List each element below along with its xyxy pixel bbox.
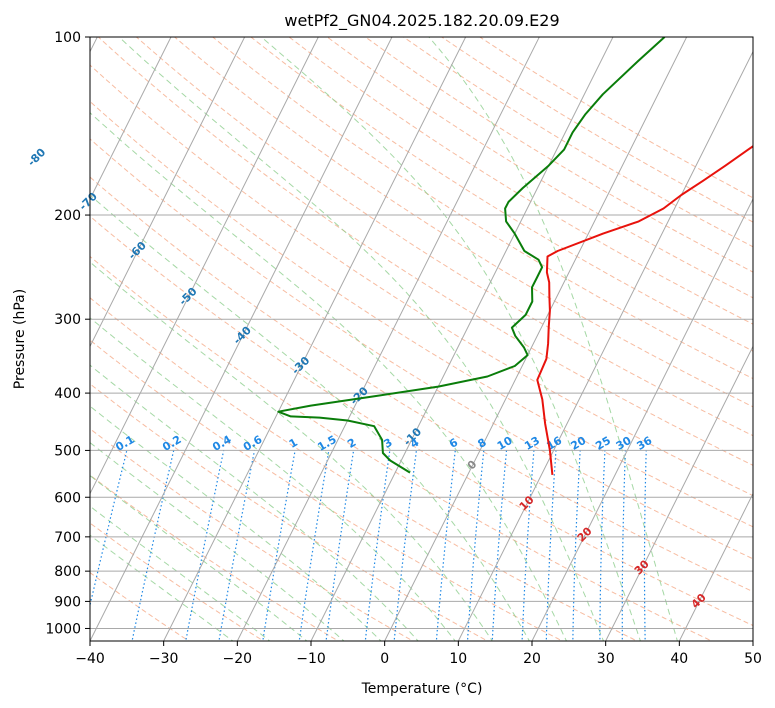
dry-adiabat [90, 474, 340, 641]
mixing-ratio-line [545, 450, 557, 641]
dry-adiabat [211, 37, 753, 380]
dry-adiabat [90, 64, 753, 497]
y-axis-title: Pressure (hPa) [12, 289, 28, 389]
isotherm-line [531, 197, 753, 641]
moist-adiabat [90, 441, 345, 641]
y-axis: 100 200 300 400 500 600 700 800 900 1000 [45, 30, 90, 638]
y-tick-label: 200 [54, 208, 81, 224]
y-tick-label: 400 [54, 386, 81, 402]
isotherm-line [605, 345, 753, 641]
background-lines [90, 37, 753, 641]
isotherm-label: -80 [25, 145, 48, 168]
mixing-ratio-line [185, 450, 225, 641]
dry-adiabat [478, 37, 753, 199]
x-tick-label: 10 [449, 651, 467, 667]
dry-adiabat [90, 100, 753, 528]
mixing-ratio-line [643, 450, 647, 641]
moist-adiabat [90, 317, 456, 641]
x-axis: −40 −30 −20 −10 0 10 20 30 40 50 [75, 641, 762, 667]
isotherm-line [90, 37, 319, 495]
dry-adiabat [97, 37, 753, 466]
mixing-ratio-line [491, 450, 508, 641]
y-tick-label: 1000 [45, 622, 81, 638]
mixing-ratio-line [90, 450, 128, 608]
x-tick-label: −20 [223, 651, 253, 667]
x-tick-label: 0 [380, 651, 389, 667]
moist-adiabat [90, 112, 568, 641]
dry-adiabat [90, 297, 639, 641]
isotherm-label: -40 [231, 324, 254, 347]
isotherm-line [90, 37, 246, 348]
profile-lines [277, 37, 753, 476]
isotherm-label: -20 [348, 384, 371, 407]
isotherm-label: 10 [517, 493, 537, 513]
x-tick-label: 40 [670, 651, 688, 667]
grid-lines [90, 37, 753, 641]
mixing-ratio-line [218, 450, 256, 641]
temperature-profile [536, 145, 753, 476]
y-tick-label: 300 [54, 312, 81, 328]
dry-adiabat [173, 37, 753, 408]
isotherm-label: 0 [465, 458, 480, 473]
y-tick-label: 500 [54, 443, 81, 459]
moist-adiabat [90, 364, 419, 641]
y-tick-label: 100 [54, 30, 81, 46]
isotherm-line [310, 37, 614, 641]
dry-adiabat [90, 138, 753, 560]
mixing-ratio-line [599, 450, 606, 641]
mixing-ratio-line [521, 450, 535, 641]
moist-adiabat [90, 405, 382, 641]
mixing-ratio-line [393, 450, 417, 641]
isotherm-label: 30 [632, 557, 652, 577]
y-tick-label: 800 [54, 564, 81, 580]
dry-adiabat [90, 255, 713, 641]
dry-adiabat [402, 37, 753, 248]
dry-adiabat [90, 176, 753, 593]
plot-frame [89, 36, 754, 642]
mixing-ratio-line [325, 450, 355, 641]
dry-adiabat [90, 522, 265, 641]
isotherm-line [163, 37, 467, 641]
y-tick-label: 700 [54, 530, 81, 546]
x-tick-label: −30 [149, 651, 179, 667]
y-tick-label: 600 [54, 490, 81, 506]
dry-adiabat [326, 37, 753, 299]
x-tick-label: 30 [597, 651, 615, 667]
isotherm-label: 20 [575, 524, 595, 544]
isotherm-line [236, 37, 540, 641]
isotherm-line [90, 37, 172, 201]
isotherm-line [457, 50, 753, 641]
isotherm-line [90, 37, 393, 641]
x-tick-label: 20 [523, 651, 541, 667]
dewpoint-profile [277, 37, 666, 474]
x-axis-title: Temperature (°C) [361, 681, 483, 697]
mixing-ratio-line [572, 450, 581, 641]
mixing-ratio-line [435, 450, 456, 641]
x-tick-label: −40 [75, 651, 105, 667]
dry-adiabat [90, 215, 753, 627]
x-tick-label: −10 [296, 651, 326, 667]
isotherm-line [384, 37, 688, 641]
mixing-ratio-line [364, 450, 391, 641]
x-tick-label: 50 [744, 651, 762, 667]
isotherm-line [678, 492, 753, 641]
moist-adiabat [118, 37, 605, 641]
isotherm-label: 40 [689, 591, 709, 611]
y-tick-label: 900 [54, 594, 81, 610]
dry-adiabat [440, 37, 753, 223]
moist-adiabat [90, 474, 308, 641]
mixing-ratio-line [621, 450, 626, 641]
isotherm-line [752, 639, 753, 641]
dry-adiabat [364, 37, 753, 273]
moist-adiabat [90, 534, 234, 641]
dry-adiabat [135, 37, 753, 437]
mixing-ratio-label: 6 [447, 436, 460, 451]
mixing-ratio-line [262, 450, 296, 641]
chart-title: wetPf2_GN04.2025.182.20.09.E29 [284, 11, 559, 31]
